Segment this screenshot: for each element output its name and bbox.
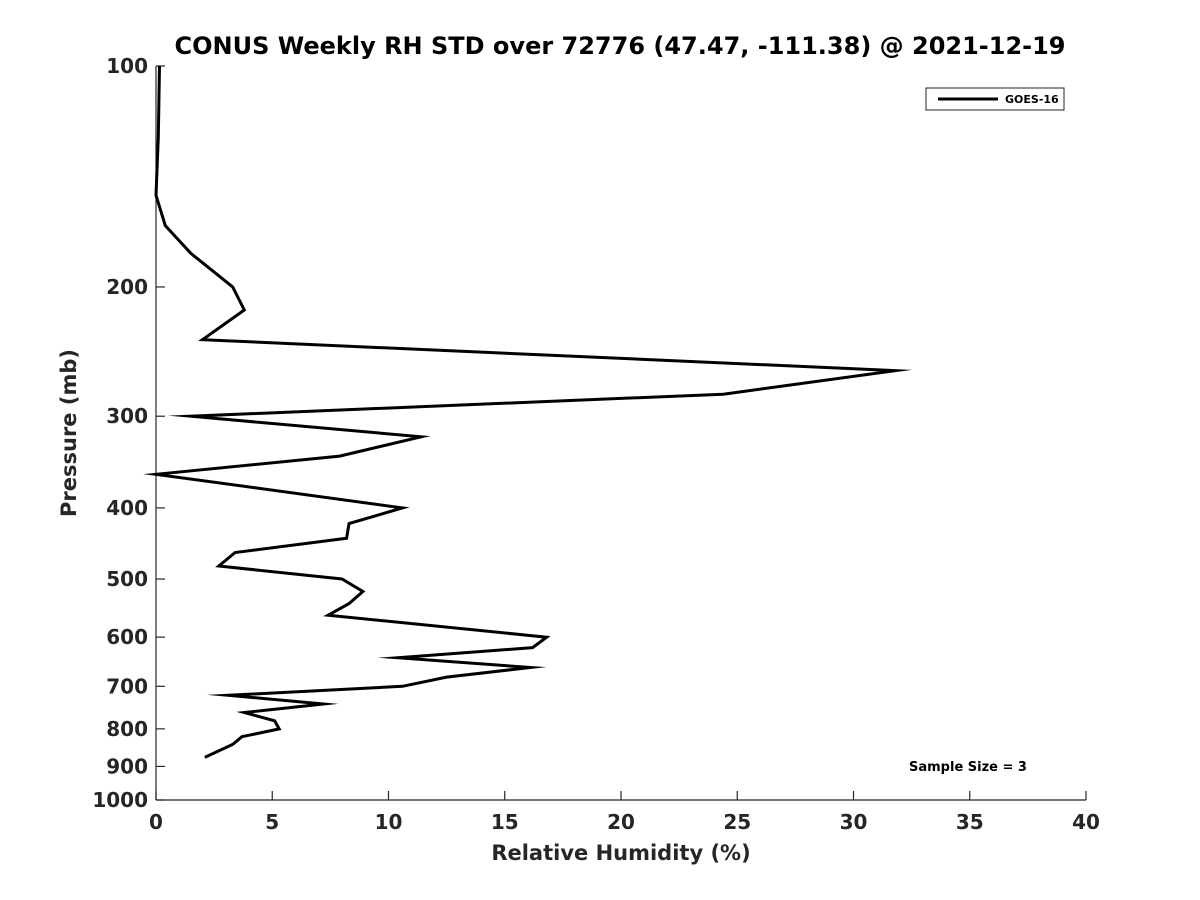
- y-tick-group: 100 200 300 400 500 600 700 800 900 1000: [92, 54, 165, 812]
- sample-size-annotation: Sample Size = 3: [909, 760, 1027, 775]
- plot-axes: [155, 66, 1086, 801]
- x-tick-label: 10: [375, 810, 403, 834]
- y-tick-label: 1000: [92, 788, 148, 812]
- x-tick-label: 40: [1072, 810, 1100, 834]
- y-tick-label: 500: [106, 567, 148, 591]
- x-axis-label: Relative Humidity (%): [491, 841, 750, 865]
- y-tick-label: 800: [106, 717, 148, 741]
- x-tick-label: 15: [491, 810, 519, 834]
- x-tick-group: 0 5 10 15 20 25 30 35 40: [149, 791, 1100, 834]
- y-tick-label: 400: [106, 496, 148, 520]
- y-tick-label: 700: [106, 674, 148, 698]
- y-tick-label: 100: [106, 54, 148, 78]
- legend: GOES-16: [925, 87, 1065, 111]
- x-tick-label: 20: [607, 810, 635, 834]
- y-axis-label: Pressure (mb): [57, 349, 81, 517]
- x-tick-label: 30: [840, 810, 868, 834]
- y-tick-label: 600: [106, 625, 148, 649]
- y-tick-label: 300: [106, 404, 148, 428]
- series-line-goes-16: [143, 65, 912, 759]
- x-tick-label: 0: [149, 810, 163, 834]
- x-tick-label: 35: [956, 810, 984, 834]
- chart-title: CONUS Weekly RH STD over 72776 (47.47, -…: [174, 32, 1065, 60]
- y-tick-label: 900: [106, 754, 148, 778]
- x-tick-label: 25: [723, 810, 751, 834]
- legend-entry-goes-16: GOES-16: [1005, 93, 1059, 106]
- x-tick-label: 5: [265, 810, 279, 834]
- y-tick-label: 200: [106, 275, 148, 299]
- series-group: [143, 65, 912, 759]
